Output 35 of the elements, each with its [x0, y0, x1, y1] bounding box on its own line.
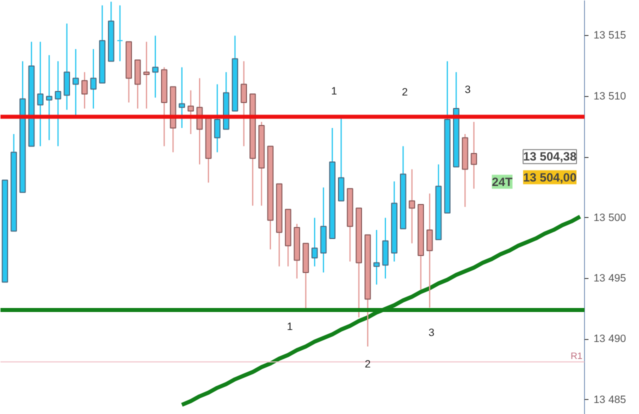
candlestick [46, 54, 52, 141]
annotation: 13 504,00 [523, 170, 577, 184]
candlestick [338, 116, 344, 202]
y-tick-label: 13 500 [594, 212, 626, 224]
annotation: 24T [492, 174, 514, 189]
candlestick [90, 48, 97, 110]
candlestick [72, 48, 79, 116]
y-tick-label: 13 495 [594, 272, 626, 285]
y-tick-label: 13 510 [594, 90, 626, 102]
candlestick [178, 66, 186, 129]
candlestick [54, 60, 62, 147]
annotation: 1 [331, 85, 338, 98]
y-tick-label: 13 515 [594, 30, 626, 42]
candlestick [143, 41, 150, 110]
candlestick [470, 121, 478, 190]
annotation: 2 [364, 358, 371, 371]
annotation: 3 [428, 326, 434, 339]
candlestick [64, 22, 70, 110]
annotation: 2 [402, 86, 408, 99]
annotation: 1 [286, 320, 293, 333]
y-tick-label: 13 485 [594, 394, 626, 406]
candlestick [426, 192, 433, 308]
y-tick-label: 13 490 [594, 333, 626, 346]
candlestick [116, 4, 124, 62]
candlestick [311, 217, 318, 267]
candlestick [37, 41, 44, 147]
candlestick [214, 84, 220, 153]
candlestick [408, 168, 416, 244]
candlestick [373, 229, 380, 286]
annotation: 3 [464, 84, 471, 96]
candlestick [81, 72, 88, 110]
ref-line-label: R1 [570, 350, 583, 361]
candlestick [240, 60, 247, 147]
candlestick [188, 90, 194, 135]
candlestick [152, 35, 159, 98]
